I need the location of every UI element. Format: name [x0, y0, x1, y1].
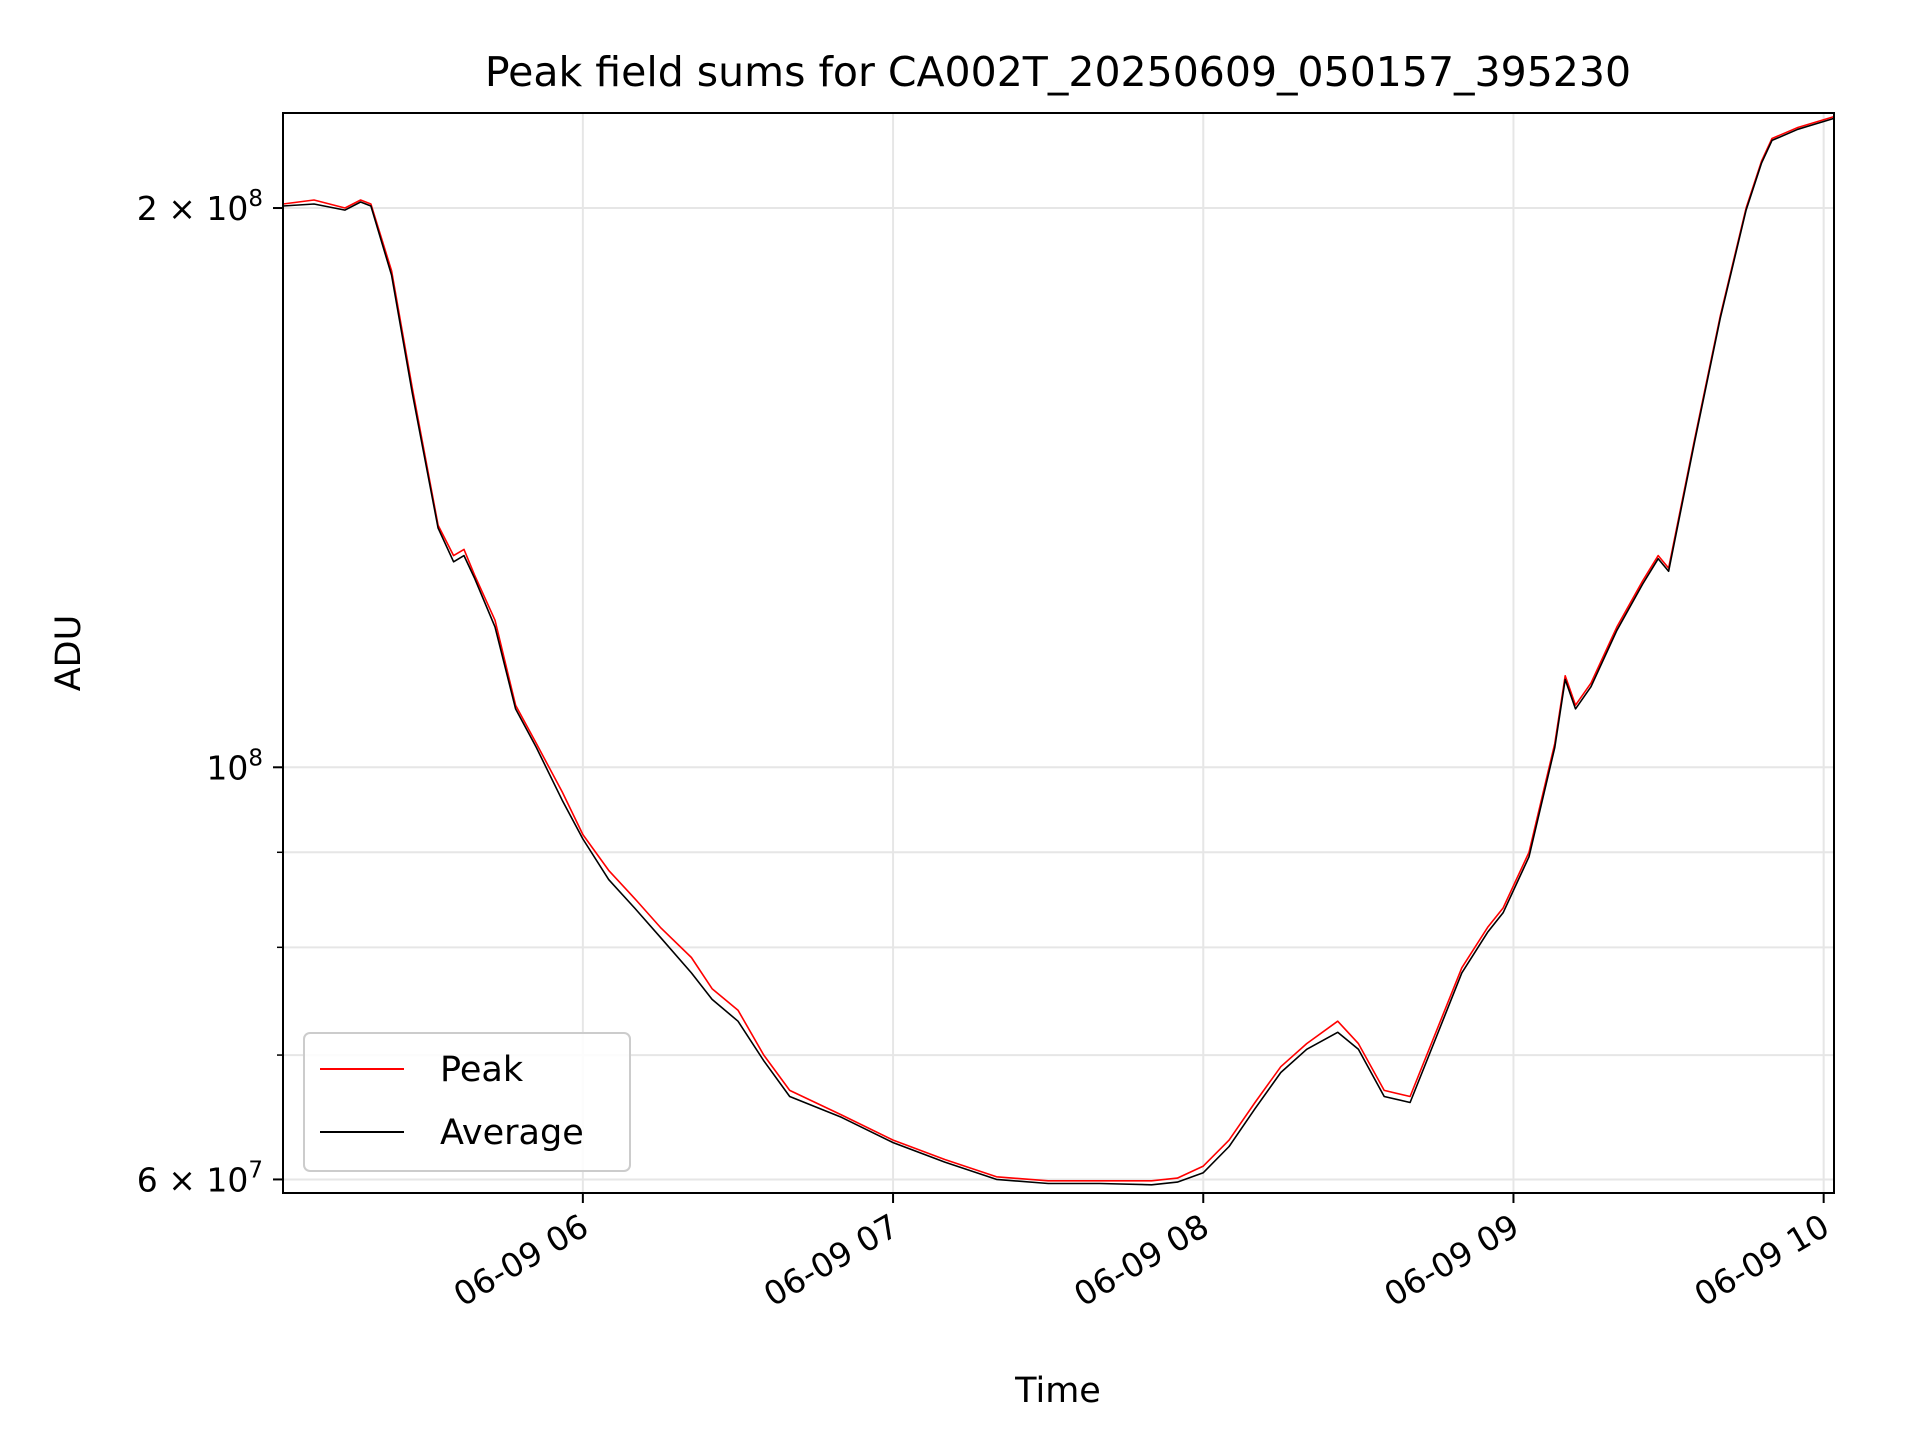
x-axis-label: Time [1014, 1371, 1101, 1411]
legend-box [303, 1032, 631, 1172]
y-tick-label: 108 [206, 745, 263, 787]
y-tick-label: 2 × 108 [137, 186, 263, 228]
grid [283, 113, 1834, 1193]
legend-label-average: Average [440, 1113, 584, 1153]
y-tick-label: 6 × 107 [137, 1157, 263, 1199]
chart-title: Peak field sums for CA002T_20250609_0501… [485, 48, 1631, 96]
legend: Peak Average [303, 1032, 631, 1172]
y-axis-label: ADU [49, 615, 89, 692]
series-line-average [282, 117, 1835, 1186]
series-line-peak [282, 115, 1835, 1182]
series-layer [282, 115, 1835, 1186]
legend-label-peak: Peak [440, 1050, 524, 1090]
plot-frame [282, 112, 1835, 1194]
